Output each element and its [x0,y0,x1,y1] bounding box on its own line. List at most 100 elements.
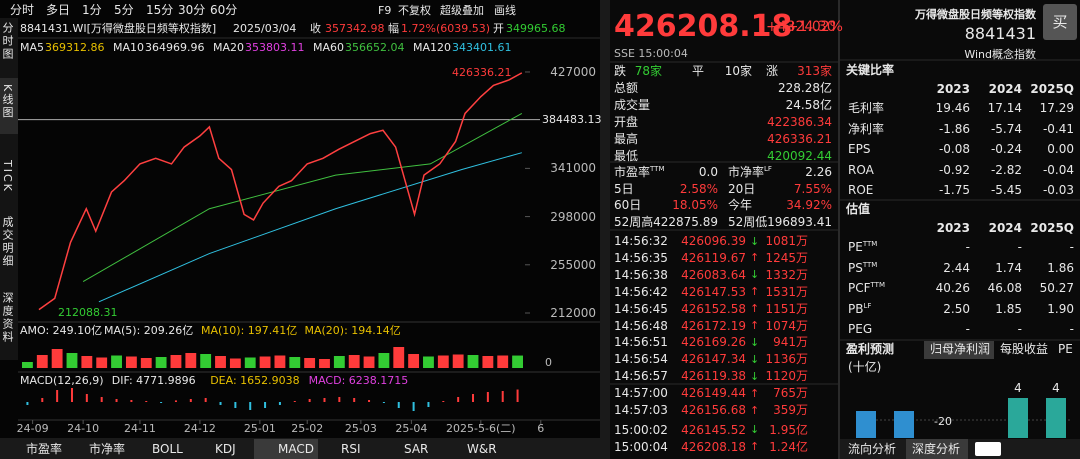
right-tab-active [906,439,968,459]
macd-bar [338,397,341,402]
side-tab[interactable]: 分时图 [1,22,14,61]
macd-legend: DIF: 4771.9896 [111,373,196,387]
tick-price: 426145.52 [681,422,746,437]
macd-bar [264,402,267,408]
superscript: LF [863,301,872,310]
column-header: 2023 [936,221,970,235]
cell: -2.82 [990,162,1022,177]
period-tab[interactable]: 1分 [82,3,102,17]
volume-bar [125,356,137,368]
tick-arrow: ↓ [750,352,760,366]
macd-bar [115,399,118,402]
column-header: 2024 [988,82,1022,96]
divider [838,0,840,459]
volume-bar [304,358,316,368]
row-label: PSTTM [848,260,878,275]
buy-label[interactable]: 买 [1052,12,1068,31]
volume-bar [111,355,122,368]
metric-label: 今年 [728,198,753,212]
row-label: EPS [848,142,871,156]
macd-bar [427,402,430,407]
macd-bar [382,402,385,403]
period-tab[interactable]: 30分 [178,3,206,17]
tick-time: 14:56:42 [614,284,668,299]
macd-bar [412,402,415,411]
analysis-tab[interactable]: 流向分析 [848,442,897,456]
ma-line [82,113,523,283]
indicator-tab[interactable]: 市净率 [89,442,126,456]
tick-time: 14:56:32 [614,234,668,248]
cell: 50.27 [1039,281,1074,295]
date: 2025/03/04 [233,21,297,35]
volume-legend: MA(20): 194.14亿 [304,323,401,337]
column-header: 2023 [936,82,970,96]
volume-bar [482,356,494,368]
high-label: 426336.21 [452,66,512,80]
tick-volume: 941万 [773,335,808,350]
side-tab[interactable]: 成交明细 [1,216,14,268]
volume-bar [512,355,523,368]
tick-arrow: ↑ [750,302,760,316]
side-tab[interactable]: TICK [1,160,14,193]
period-tab[interactable]: 多日 [46,3,71,17]
tick-time: 14:57:00 [614,386,668,401]
period-tab[interactable]: 15分 [146,3,174,17]
toolbar-button[interactable]: 画线 [494,3,516,17]
x-tick-label: 25-01 [243,421,276,435]
cell: 46.08 [987,281,1022,295]
macd-bar [189,399,192,402]
tick-time: 14:56:57 [614,369,668,384]
ma-name: MA20 [213,40,245,54]
ma-name: MA5 [20,40,45,54]
indicator-tab[interactable]: MACD [278,442,314,456]
period-tab[interactable]: 分时 [10,3,35,17]
indicator-tab[interactable]: W&R [467,442,497,456]
forecast-tab[interactable]: 每股收益 [1000,342,1049,356]
cell: 1.85 [995,301,1022,316]
cell: - [1069,322,1074,336]
analysis-tab[interactable]: 深度分析 [912,442,961,456]
metric-label: 52周低 [728,214,768,229]
indicator-tab[interactable]: RSI [341,442,361,456]
volume-bar [289,357,301,368]
forecast-tab[interactable]: 归母净利润 [930,342,991,356]
indicator-tab[interactable]: KDJ [215,442,236,456]
tick-arrow: ↑ [750,251,760,265]
superscript: TTM [862,260,878,269]
forecast-tab[interactable]: PE [1058,342,1073,356]
side-tab[interactable]: 深度资料 [1,292,14,344]
stat-value: 228.28亿 [778,81,832,95]
period-tab[interactable]: 5分 [114,3,134,17]
side-tab[interactable]: K线图 [1,84,14,120]
macd-bar [41,398,44,402]
label: 幅 [388,21,399,35]
period-tab[interactable]: 60分 [210,3,238,17]
stat-value: 426336.21 [767,132,832,146]
row-label: PCFTTM [848,281,885,295]
macd-legend: MACD(12,26,9) [20,373,104,387]
value: 1.72%(6039.53) [401,21,491,35]
toolbar-button[interactable]: 不复权 [398,3,431,17]
column-header: 2025Q [1030,82,1074,96]
row-label: ROE [848,183,874,197]
indicator-tab[interactable]: 市盈率 [26,442,63,456]
index-name: 万得微盘股日频等权指数 [915,7,1036,21]
macd-bar [234,402,237,408]
tick-price: 426083.64 [681,267,746,282]
ma-value: 369312.86 [45,40,105,54]
toolbar-button[interactable]: F9 [378,3,392,17]
toolbar-button[interactable]: 超级叠加 [440,3,484,17]
cell: 40.26 [935,281,970,295]
volume-bar [22,362,33,368]
tick-price: 426172.19 [681,318,746,333]
indicator-tab[interactable]: SAR [404,442,429,456]
tick-arrow: ↓ [750,268,760,282]
forecast-bar [856,411,876,438]
buy-button[interactable] [1043,4,1077,40]
tick-time: 15:00:02 [614,422,668,437]
metric-label: 市净率LF [728,165,772,179]
indicator-tab[interactable]: BOLL [152,442,183,456]
x-tick-label: 24-09 [16,421,49,435]
y-tick-label: 255000 [550,257,596,272]
